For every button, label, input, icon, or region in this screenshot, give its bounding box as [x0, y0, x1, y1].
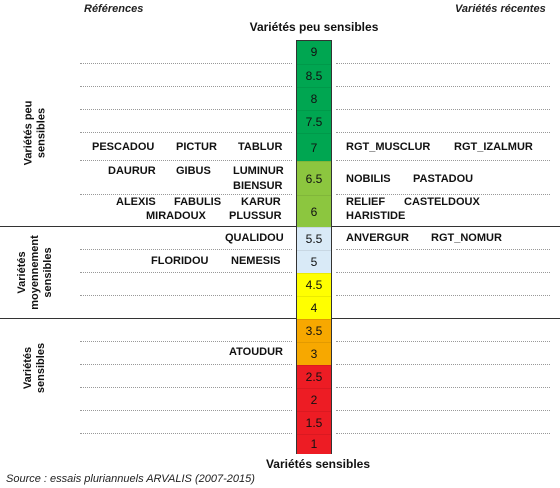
scale-cell-5: 5	[297, 250, 331, 274]
scale-cell-2: 2	[297, 388, 331, 412]
scale-cell-1-5: 1.5	[297, 411, 331, 435]
bottom-scale-title: Variétés sensibles	[265, 457, 371, 471]
scale-cell-5-5: 5.5	[297, 227, 331, 251]
scale-cell-6: 6	[297, 195, 331, 228]
group-label-low-sensitivity: Variétés peu sensibles	[21, 100, 47, 166]
scale-cell-8-5: 8.5	[297, 64, 331, 88]
scale-cell-3: 3	[297, 342, 331, 366]
scale-cell-2-5: 2.5	[297, 365, 331, 389]
group-label-high-sensitivity: Variétés sensibles	[21, 342, 47, 394]
variety-label: DAURUR	[108, 165, 156, 177]
variety-label: HARISTIDE	[346, 210, 406, 222]
variety-label: GIBUS	[176, 165, 211, 177]
source-note: Source : essais pluriannuels ARVALIS (20…	[6, 473, 255, 485]
references-header: Références	[84, 3, 144, 15]
variety-label: FLORIDOU	[151, 255, 209, 267]
group-divider-upper	[0, 226, 560, 227]
scale-cell-4-5: 4.5	[297, 273, 331, 297]
scale-cell-8: 8	[297, 87, 331, 111]
variety-label: PESCADOU	[92, 141, 155, 153]
top-scale-title: Variétés peu sensibles	[249, 20, 379, 34]
variety-label: PLUSSUR	[229, 210, 282, 222]
variety-label: RELIEF	[346, 196, 386, 208]
variety-label: ATOUDUR	[229, 346, 283, 358]
variety-label: PASTADOU	[413, 173, 474, 185]
variety-label: TABLUR	[238, 141, 283, 153]
variety-label: RGT_MUSCLUR	[346, 141, 431, 153]
variety-label: NEMESIS	[231, 255, 281, 267]
variety-label: ANVERGUR	[346, 232, 409, 244]
variety-label: RGT_NOMUR	[431, 232, 502, 244]
group-label-medium-sensitivity: Variétés moyennement sensibles	[15, 234, 54, 310]
group-divider-lower	[0, 318, 560, 319]
scale-cell-3-5: 3.5	[297, 319, 331, 343]
scale-cell-4: 4	[297, 296, 331, 320]
variety-label: KARUR	[241, 196, 281, 208]
variety-label: MIRADOUX	[146, 210, 206, 222]
scale-cell-6-5: 6.5	[297, 161, 331, 196]
scale-cell-9: 9	[297, 41, 331, 64]
variety-label: RGT_IZALMUR	[454, 141, 533, 153]
variety-label: LUMINUR	[233, 165, 284, 177]
scale-cell-7: 7	[297, 133, 331, 162]
variety-label: FABULIS	[174, 196, 222, 208]
variety-label: NOBILIS	[346, 173, 391, 185]
variety-label: CASTELDOUX	[404, 196, 480, 208]
scale-cell-1: 1	[297, 434, 331, 454]
recent-varieties-header: Variétés récentes	[455, 3, 546, 15]
variety-label: QUALIDOU	[225, 232, 284, 244]
scale-cell-7-5: 7.5	[297, 110, 331, 134]
variety-label: ALEXIS	[116, 196, 156, 208]
variety-label: BIENSUR	[233, 180, 283, 192]
sensitivity-scale: 9 8.5 8 7.5 7 6.5 6 5.5 5 4.5 4 3.5 3 2.…	[296, 40, 332, 454]
variety-label: PICTUR	[176, 141, 217, 153]
